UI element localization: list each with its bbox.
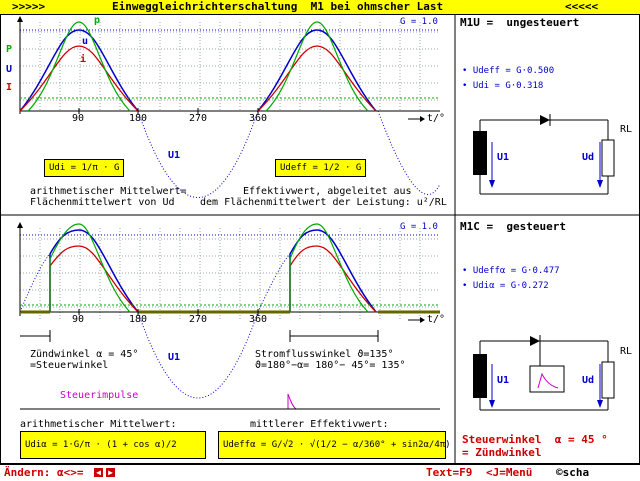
title-bar: >>>>> Einweggleichrichterschaltung M1 be… bbox=[0, 0, 640, 15]
top-xtick-180: 180 bbox=[129, 113, 148, 124]
p-axis-label: P bbox=[6, 44, 13, 55]
text-steuerimpulse: Steuerimpulse bbox=[60, 390, 139, 401]
u-curve-label: u bbox=[82, 36, 89, 47]
top-circuit-rl: RL bbox=[620, 124, 633, 135]
bottom-circuit-rl: RL bbox=[620, 346, 633, 357]
formula-udi-alpha: Udiα = 1·G/π · (1 + cos α)/2 bbox=[20, 431, 206, 459]
top-chart bbox=[17, 16, 441, 198]
p-curve-label: p bbox=[94, 15, 101, 26]
steuerwinkel-readout: Steuerwinkel α = 45 ° bbox=[462, 433, 608, 446]
bottom-xtick-360: 360 bbox=[249, 314, 268, 325]
text-stromfluss-calc: ϑ=180°−α= 180°− 45°= 135° bbox=[255, 360, 406, 371]
top-xtick-360: 360 bbox=[249, 113, 268, 124]
formula-udeff-alpha: Udeffα = G/√2 · √(1/2 − α/360° + sin2α/4… bbox=[218, 431, 451, 459]
top-u1-label: U1 bbox=[168, 150, 181, 161]
text-area-mean: Flächenmittelwert von Ud bbox=[30, 197, 175, 208]
top-xtick-270: 270 bbox=[189, 113, 208, 124]
bottom-xtick-180: 180 bbox=[129, 314, 148, 325]
arrow-right-icon: ▶ bbox=[106, 468, 115, 477]
top-panel-title: M1U = ungesteuert bbox=[460, 16, 580, 29]
text-f9-button[interactable]: Text=F9 bbox=[426, 466, 473, 479]
status-bar: Ändern: α<>= ◀ ▶ Text=F9 <J=Menü ©scha bbox=[0, 464, 640, 481]
top-circuit-u1: U1 bbox=[497, 152, 510, 163]
text-steuerwinkel: =Steuerwinkel bbox=[30, 360, 109, 371]
text-power-mean: dem Flächenmittelwert der Leistung: u²/R… bbox=[200, 197, 447, 208]
udeff-alpha-value: • Udeffα = G·0.477 bbox=[462, 266, 560, 276]
formula-udeff: Udeff = 1/2 · G bbox=[275, 159, 367, 177]
i-curve-label: i bbox=[80, 54, 87, 65]
bottom-circuit-u1: U1 bbox=[497, 375, 510, 386]
title-left-arrows: >>>>> bbox=[12, 0, 46, 13]
u-axis-label: U bbox=[6, 64, 13, 75]
menu-button[interactable]: <J=Menü bbox=[486, 466, 533, 479]
bottom-panel-title: M1C = gesteuert bbox=[460, 220, 566, 233]
change-alpha-label: Ändern: α<>= bbox=[4, 466, 84, 479]
bottom-chart bbox=[17, 222, 440, 410]
top-g-label: G = 1.0 bbox=[400, 17, 438, 27]
top-circuit-diagram bbox=[473, 114, 615, 195]
bottom-circuit-diagram bbox=[473, 335, 615, 411]
bottom-xtick-270: 270 bbox=[189, 314, 208, 325]
udi-alpha-value: • Udiα = G·0.272 bbox=[462, 281, 549, 291]
udeff-value: • Udeff = G·0.500 bbox=[462, 66, 555, 76]
zuendwinkel-readout: = Zündwinkel bbox=[462, 446, 542, 459]
page-title: Einweggleichrichterschaltung M1 bei ohms… bbox=[112, 0, 444, 13]
i-axis-label: I bbox=[6, 82, 13, 93]
text-eff-mean-bottom: mittlerer Effektivwert: bbox=[250, 419, 389, 430]
text-arith-mean-bottom: arithmetischer Mittelwert: bbox=[20, 419, 177, 430]
bottom-xtick-90: 90 bbox=[72, 314, 85, 325]
text-arith-mean: arithmetischer Mittelwert= bbox=[30, 186, 187, 197]
title-right-arrows: <<<<< bbox=[565, 0, 599, 13]
top-circuit-ud: Ud bbox=[582, 152, 595, 163]
arrow-left-icon: ◀ bbox=[94, 468, 103, 477]
bottom-g-label: G = 1.0 bbox=[400, 222, 438, 232]
text-zuendwinkel: Zündwinkel α = 45° bbox=[30, 349, 139, 360]
text-effective: Effektivwert, abgeleitet aus bbox=[243, 186, 412, 197]
formula-udi: Udi = 1/π · G bbox=[44, 159, 125, 177]
diagram-canvas bbox=[0, 14, 640, 464]
bottom-x-axis-label: t/° bbox=[427, 314, 446, 325]
bottom-u1-label: U1 bbox=[168, 352, 181, 363]
top-x-axis-label: t/° bbox=[427, 113, 446, 124]
copyright-label: ©scha bbox=[556, 466, 590, 479]
udi-value: • Udi = G·0.318 bbox=[462, 81, 544, 91]
top-xtick-90: 90 bbox=[72, 113, 85, 124]
bottom-circuit-ud: Ud bbox=[582, 375, 595, 386]
text-stromfluss: Stromflusswinkel ϑ=135° bbox=[255, 349, 394, 360]
